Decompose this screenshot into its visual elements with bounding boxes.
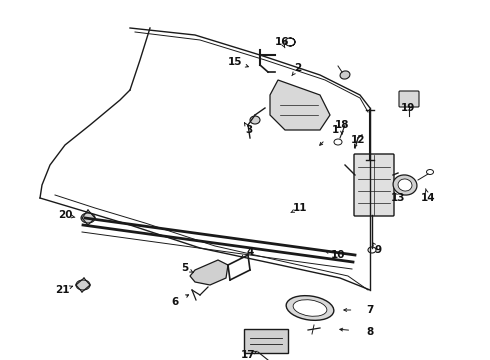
Ellipse shape [286,296,334,320]
Text: 16: 16 [275,37,289,47]
Text: 2: 2 [294,63,302,73]
Ellipse shape [426,170,434,175]
Ellipse shape [398,179,412,191]
FancyBboxPatch shape [244,329,288,353]
Text: 4: 4 [246,247,254,257]
Text: 20: 20 [58,210,72,220]
Text: 15: 15 [228,57,242,67]
Text: 14: 14 [421,193,435,203]
Polygon shape [190,260,228,285]
Ellipse shape [393,175,417,195]
Text: 1: 1 [331,125,339,135]
Ellipse shape [340,71,350,79]
Ellipse shape [334,139,342,145]
Text: 13: 13 [391,193,405,203]
Text: 6: 6 [172,297,179,307]
Ellipse shape [76,280,90,290]
FancyBboxPatch shape [399,91,419,107]
Text: 19: 19 [401,103,415,113]
Text: 21: 21 [55,285,69,295]
Text: 7: 7 [367,305,374,315]
Ellipse shape [368,247,376,253]
Text: 8: 8 [367,327,374,337]
Text: 18: 18 [335,120,349,130]
Text: 5: 5 [181,263,189,273]
Ellipse shape [81,213,95,223]
Text: 17: 17 [241,350,255,360]
Text: 3: 3 [245,125,253,135]
Text: 11: 11 [293,203,307,213]
Text: 10: 10 [331,250,345,260]
Ellipse shape [250,116,260,124]
FancyBboxPatch shape [354,154,394,216]
Text: 12: 12 [351,135,365,145]
Text: 9: 9 [374,245,382,255]
Ellipse shape [293,300,327,316]
Polygon shape [270,80,330,130]
